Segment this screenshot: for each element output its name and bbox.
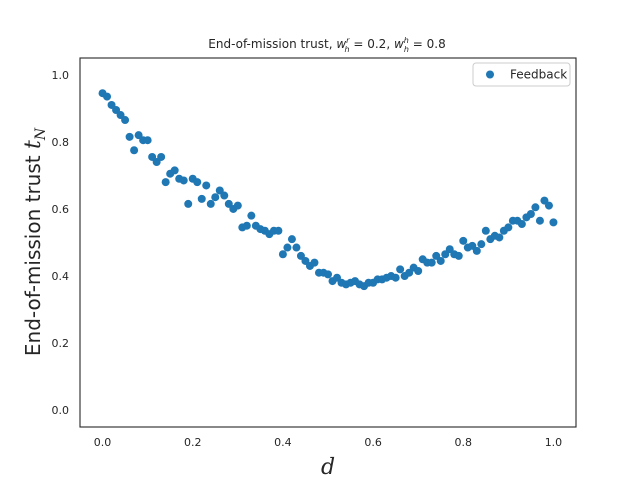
data-point	[170, 166, 179, 175]
data-point	[125, 132, 134, 141]
data-point	[292, 243, 301, 252]
data-point	[549, 218, 558, 227]
data-point	[103, 92, 112, 101]
legend-box	[472, 62, 571, 87]
data-point	[481, 226, 490, 235]
data-point	[495, 233, 504, 242]
y-tick-label: 0.0	[52, 404, 70, 417]
legend-label: Feedback	[510, 68, 567, 82]
data-point	[287, 235, 296, 244]
y-axis-label: End-of-mission trust tN	[21, 127, 49, 356]
data-point	[130, 146, 139, 155]
data-point	[184, 199, 193, 208]
chart-title: End-of-mission trust, wr h = 0.2, wh h = 0…	[208, 36, 445, 54]
plot-area	[80, 58, 576, 427]
data-point	[414, 267, 423, 276]
data-point	[242, 221, 251, 230]
data-point	[544, 201, 553, 210]
y-tick-label: 0.2	[52, 337, 70, 350]
data-point	[517, 220, 526, 229]
data-point	[531, 203, 540, 212]
data-point	[143, 136, 152, 145]
data-point	[477, 240, 486, 249]
y-tick-label: 1.0	[52, 69, 70, 82]
data-point	[310, 258, 319, 267]
data-point	[283, 243, 292, 252]
data-point	[278, 250, 287, 259]
data-point	[233, 201, 242, 210]
x-tick-label: 1.0	[545, 436, 563, 449]
x-tick-label: 0.0	[94, 436, 112, 449]
data-point	[206, 199, 215, 208]
data-point	[247, 211, 256, 220]
data-point	[526, 209, 535, 218]
legend-marker	[486, 70, 494, 79]
x-tick-label: 0.8	[455, 436, 473, 449]
data-point	[157, 152, 166, 161]
legend: Feedback	[472, 62, 571, 87]
data-point	[472, 246, 481, 255]
data-point	[197, 194, 206, 203]
axes-frame	[79, 57, 577, 428]
data-point	[324, 270, 332, 279]
data-point	[121, 116, 130, 125]
data-point	[396, 265, 405, 274]
x-ticks: 0.0 0.2 0.4 0.6 0.8 1.0	[94, 436, 562, 449]
data-point	[459, 236, 468, 245]
data-point	[274, 226, 283, 235]
data-point	[202, 181, 211, 190]
y-tick-label: 0.4	[52, 270, 70, 283]
points-layer	[98, 89, 558, 291]
data-point	[391, 273, 400, 282]
x-axis-label: d	[321, 455, 335, 480]
y-tick-label: 0.6	[52, 203, 70, 216]
data-point	[179, 176, 188, 185]
y-ticks: 0.0 0.2 0.4 0.6 0.8 1.0	[52, 69, 70, 417]
data-point	[535, 216, 544, 225]
data-point	[504, 223, 513, 232]
y-tick-label: 0.8	[52, 136, 70, 149]
data-point	[193, 178, 202, 187]
x-tick-label: 0.6	[364, 436, 382, 449]
x-tick-label: 0.2	[184, 436, 202, 449]
data-point	[427, 258, 436, 267]
data-point	[211, 193, 220, 202]
data-point	[161, 178, 170, 187]
x-tick-label: 0.4	[274, 436, 292, 449]
data-point	[436, 256, 445, 265]
data-point	[220, 191, 229, 200]
data-point	[454, 251, 463, 260]
